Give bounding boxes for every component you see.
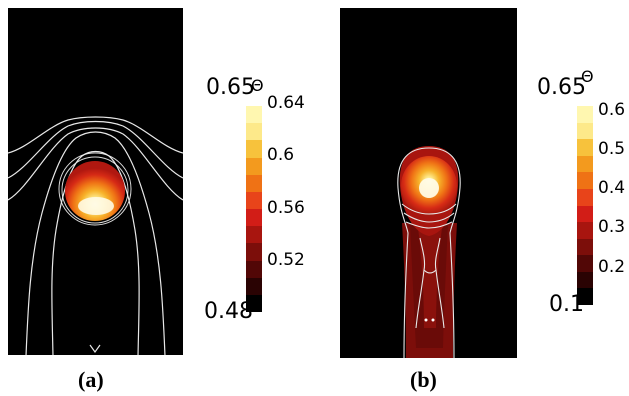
- colorbar-a-tick: 0.64: [267, 93, 305, 113]
- colorbar-b-tick: 0.6: [598, 100, 626, 120]
- colorbar-segment: [577, 172, 593, 190]
- colorbar-b-tick: 0.4: [598, 178, 626, 198]
- colorbar-a-tick: 0.52: [267, 250, 305, 270]
- colorbar-segment: [577, 139, 593, 157]
- colorbar-a-tick: 0.56: [267, 198, 305, 218]
- colorbar-segment: [246, 157, 262, 176]
- colorbar-segment: [246, 140, 262, 158]
- colorbar-segment: [246, 191, 262, 210]
- colorbar-segment: [246, 277, 262, 296]
- colorbar-segment: [246, 123, 262, 141]
- colorbar-segment: [577, 288, 593, 306]
- colorbar-segment: [246, 209, 262, 227]
- colorbar-b-symbol: Θ: [581, 67, 594, 86]
- colorbar-b-tick: 0.3: [598, 217, 626, 237]
- colorbar-b-tick: 0.2: [598, 257, 626, 277]
- colorbar-b: [577, 106, 593, 306]
- colorbar-segment: [577, 222, 593, 240]
- colorbar-segment: [246, 243, 262, 261]
- colorbar-segment: [577, 122, 593, 140]
- isotherm-lines-b: [397, 147, 461, 358]
- colorbar-a-min-label: 0.48: [204, 299, 253, 324]
- colorbar-segment: [577, 188, 593, 206]
- contour-plot-b: [340, 8, 517, 358]
- colorbar-a-max-label: 0.65: [206, 75, 255, 100]
- colorbar-segment: [246, 294, 262, 313]
- colorbar-segment: [577, 106, 593, 124]
- colorbar-b-max-label: 0.65: [537, 75, 586, 100]
- colorbar-segment: [246, 226, 262, 244]
- contour-field-b: [397, 146, 461, 358]
- colorbar-segment: [246, 106, 262, 124]
- colorbar-b-tick: 0.5: [598, 139, 626, 159]
- isotherm-lines: [8, 116, 183, 355]
- colorbar-a-symbol: Θ: [251, 76, 264, 95]
- colorbar-segment: [577, 155, 593, 173]
- colorbar-segment: [577, 255, 593, 273]
- caption-a: (a): [78, 367, 104, 392]
- contour-field-a: [8, 116, 183, 355]
- colorbar-a-tick: 0.6: [267, 145, 295, 165]
- colorbar-a: [246, 106, 262, 313]
- contour-plot-a: [8, 8, 183, 355]
- caption-b: (b): [410, 367, 437, 392]
- colorbar-segment: [577, 271, 593, 289]
- colorbar-b-min-label: 0.1: [549, 292, 584, 317]
- colorbar-segment: [246, 260, 262, 279]
- colorbar-segment: [577, 238, 593, 256]
- colorbar-segment: [246, 174, 262, 193]
- colorbar-segment: [577, 205, 593, 223]
